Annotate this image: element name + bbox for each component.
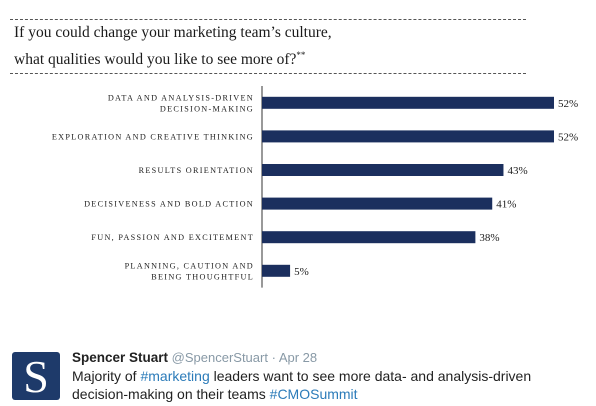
bar-3	[262, 197, 493, 210]
tweet-author-name[interactable]: Spencer Stuart	[72, 350, 169, 365]
top-divider	[10, 19, 526, 20]
value-label-5: 5%	[294, 266, 309, 278]
tweet-text-part-1: Majority of	[72, 368, 141, 384]
bar-4	[262, 231, 476, 244]
category-label-4-0: FUN, PASSION AND EXCITEMENT	[91, 233, 254, 242]
category-label-5-0: PLANNING, CAUTION AND	[125, 261, 254, 270]
question-footnote-marker: **	[296, 50, 306, 60]
question-line-2: what qualities would you like to see mor…	[14, 44, 534, 71]
category-label-0-1: DECISION-MAKING	[160, 104, 254, 113]
hashtag-cmosummit-link[interactable]: #CMOSummit	[269, 386, 358, 402]
category-label-5-1: BEING THOUGHTFUL	[151, 272, 254, 281]
hashtag-marketing-link[interactable]: #marketing	[140, 368, 210, 384]
bar-chart: 52% DATA AND ANALYSIS-DRIVEN DECISION-MAKI…	[52, 86, 578, 288]
question-line-2-text: what qualities would you like to see mor…	[14, 51, 297, 69]
value-label-0: 52%	[558, 98, 578, 110]
tweet-meta-separator: ·	[271, 350, 276, 365]
tweet-date[interactable]: Apr 28	[278, 350, 318, 365]
category-label-0-0: DATA AND ANALYSIS-DRIVEN	[108, 93, 254, 102]
bar-5	[262, 264, 291, 277]
bar-2	[262, 164, 504, 176]
bar-1	[262, 130, 554, 143]
avatar[interactable]: S	[12, 352, 60, 400]
tweet-header: Spencer Stuart @SpencerStuart · Apr 28	[72, 350, 317, 365]
chart-card: If you could change your marketing team’…	[10, 19, 578, 288]
chart-question: If you could change your marketing team’…	[14, 22, 534, 71]
question-line-1: If you could change your marketing team’…	[14, 24, 332, 41]
title-divider	[10, 73, 526, 74]
avatar-logo-letter: S	[23, 352, 49, 400]
value-label-2: 43%	[507, 165, 527, 177]
category-label-3-0: DECISIVENESS AND BOLD ACTION	[84, 200, 254, 209]
tweet-author-handle[interactable]: @SpencerStuart	[171, 350, 268, 365]
value-label-1: 52%	[558, 131, 578, 143]
category-label-1-0: EXPLORATION AND CREATIVE THINKING	[52, 132, 254, 141]
value-label-4: 38%	[479, 232, 499, 244]
tweet-text: Majority of #marketing leaders want to s…	[72, 367, 572, 403]
category-label-2-0: RESULTS ORIENTATION	[139, 166, 254, 175]
bar-0	[262, 96, 554, 109]
tweet-text-part-2: leaders want to see more data- and analy…	[72, 368, 532, 402]
value-label-3: 41%	[496, 199, 516, 211]
tweet-card: S Spencer Stuart @SpencerStuart · Apr 28…	[0, 340, 596, 406]
